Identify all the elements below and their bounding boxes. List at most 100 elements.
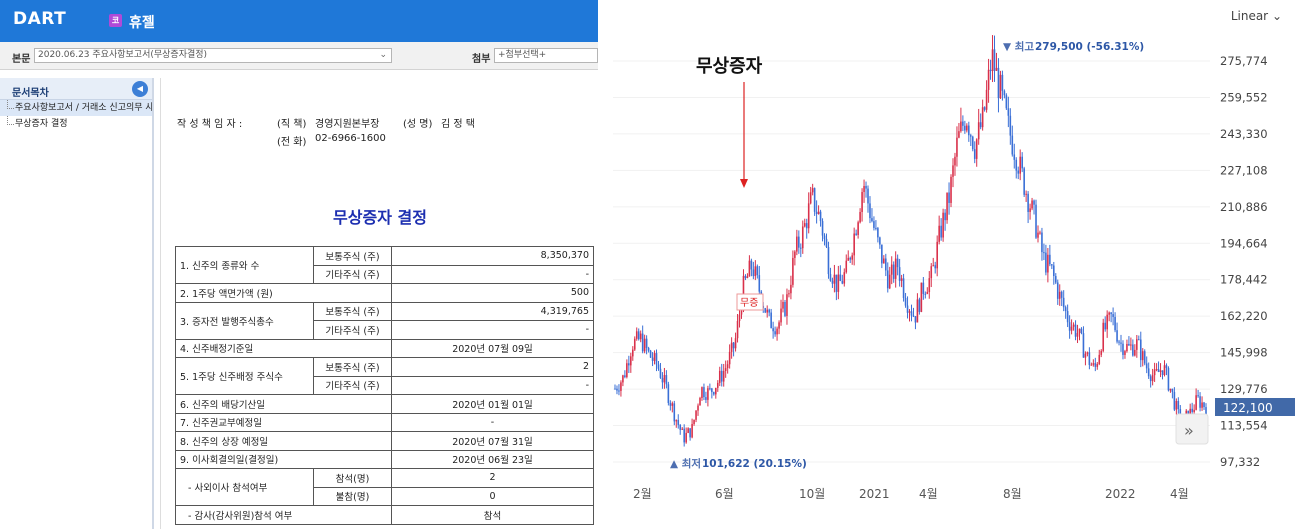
candle-body: [971, 136, 974, 150]
toc-item-bonus-issue[interactable]: 무상증자 결정: [0, 116, 152, 132]
table-cell: 기타주식 (주): [313, 320, 392, 340]
candle-body: [1193, 409, 1195, 412]
candle-body: [881, 244, 883, 264]
x-tick-label: 6월: [715, 487, 734, 501]
candle-body: [1053, 265, 1055, 277]
candle-body: [977, 122, 980, 140]
candle-body: [1068, 322, 1071, 331]
table-cell: 참석: [391, 505, 594, 525]
candle-body: [1084, 353, 1087, 358]
candle-body: [726, 364, 729, 369]
table-cell: 0: [391, 486, 594, 506]
candle-body: [653, 353, 656, 361]
candle-body: [1161, 370, 1164, 375]
company-market-badge: 코: [109, 14, 122, 27]
candle-body: [993, 49, 996, 71]
candle-body: [1163, 365, 1166, 375]
candle-body: [673, 403, 676, 422]
y-tick-label: 194,664: [1220, 236, 1268, 250]
candle-body: [766, 309, 768, 313]
table-cell: 7. 신주권교부예정일: [175, 412, 392, 432]
candle-body: [651, 357, 654, 361]
candle-body: [944, 212, 946, 221]
price-chart[interactable]: 97,332 113,554 129,776 145,998 162,220 178,44…: [598, 0, 1300, 529]
scale-select-value: Linear: [1230, 9, 1269, 23]
candle-body: [622, 375, 624, 383]
candle-body: [908, 311, 911, 313]
candle-body: [811, 188, 814, 193]
candle-body: [683, 428, 685, 443]
candle-body: [752, 269, 755, 277]
x-tick-label: 4월: [1170, 487, 1189, 501]
candle-body: [861, 192, 863, 213]
candle-body: [875, 227, 877, 229]
candle-body: [973, 149, 976, 159]
y-tick-label: 145,998: [1220, 346, 1268, 360]
y-tick-label: 129,776: [1220, 382, 1268, 396]
scale-select[interactable]: Linear ⌄: [1231, 9, 1282, 23]
candle-body: [1126, 343, 1128, 352]
candle-body: [985, 89, 988, 110]
candle-body: [774, 331, 776, 335]
candle-body: [969, 135, 972, 137]
toc-header: 문서목차 ◀: [0, 78, 152, 100]
candle-body: [659, 368, 662, 378]
candle-body: [1205, 407, 1207, 415]
candle-body: [738, 314, 741, 322]
candle-body: [635, 331, 638, 339]
candle-body: [1106, 314, 1108, 330]
table-cell: 보통주식 (주): [313, 301, 392, 321]
candle-body: [1009, 115, 1012, 136]
collapse-left-icon[interactable]: ◀: [132, 81, 148, 97]
candle-body: [790, 284, 792, 294]
candle-body: [855, 233, 857, 235]
candle-body: [679, 424, 682, 430]
candle-body: [614, 388, 616, 390]
candle-body: [1112, 314, 1114, 317]
table-row: 4. 신주배정기준일 2020년 07월 09일: [175, 338, 594, 358]
position-label: (직 책): [277, 119, 307, 130]
candle-body: [983, 107, 986, 110]
attach-select[interactable]: +첨부선택+: [494, 48, 598, 63]
candle-body: [713, 392, 715, 395]
candle-body: [1195, 395, 1197, 410]
table-cell: 500: [391, 283, 594, 303]
candle-body: [730, 342, 733, 352]
candle-body: [847, 257, 850, 261]
candle-body: [1076, 333, 1079, 337]
candle-body: [675, 419, 678, 422]
toc-item-main-report[interactable]: 주요사항보고서 / 거래소 신고의무 사항: [0, 100, 152, 116]
candle-body: [1110, 312, 1112, 315]
scroll-right-button[interactable]: [1175, 413, 1209, 445]
table-cell: 6. 신주의 배당기산일: [175, 394, 392, 414]
candle-body: [849, 257, 852, 260]
event-marker[interactable]: [736, 293, 764, 311]
candle-body: [877, 228, 879, 238]
report-select[interactable]: 2020.06.23 주요사항보고서(무상증자결정) ⌄: [34, 48, 392, 63]
candle-body: [869, 203, 871, 219]
candle-body: [1143, 351, 1146, 364]
candle-body: [1033, 200, 1035, 205]
candle-body: [1011, 135, 1014, 155]
candle-body: [918, 299, 921, 312]
table-cell: 불참(명): [313, 486, 392, 506]
dart-logo[interactable]: DART: [13, 9, 67, 29]
candle-body: [685, 432, 687, 443]
candle-body: [1003, 90, 1006, 96]
candle-body: [1031, 200, 1033, 209]
candle-body: [930, 266, 933, 279]
candle-body: [1096, 363, 1099, 367]
candle-body: [819, 211, 822, 222]
chevron-down-icon: ⌄: [379, 50, 387, 60]
y-tick-label: 275,774: [1220, 54, 1268, 68]
candle-body: [1070, 326, 1073, 331]
candle-body: [1064, 307, 1067, 312]
candle-body: [1056, 282, 1059, 299]
candle-body: [1173, 391, 1176, 410]
candle-body: [863, 185, 865, 193]
candle-body: [1201, 402, 1203, 408]
high-label: ▼ 최고: [1003, 40, 1034, 53]
candle-body: [910, 311, 913, 316]
candle-body: [1122, 343, 1124, 355]
table-cell: 9. 이사회결의일(결정일): [175, 449, 392, 469]
